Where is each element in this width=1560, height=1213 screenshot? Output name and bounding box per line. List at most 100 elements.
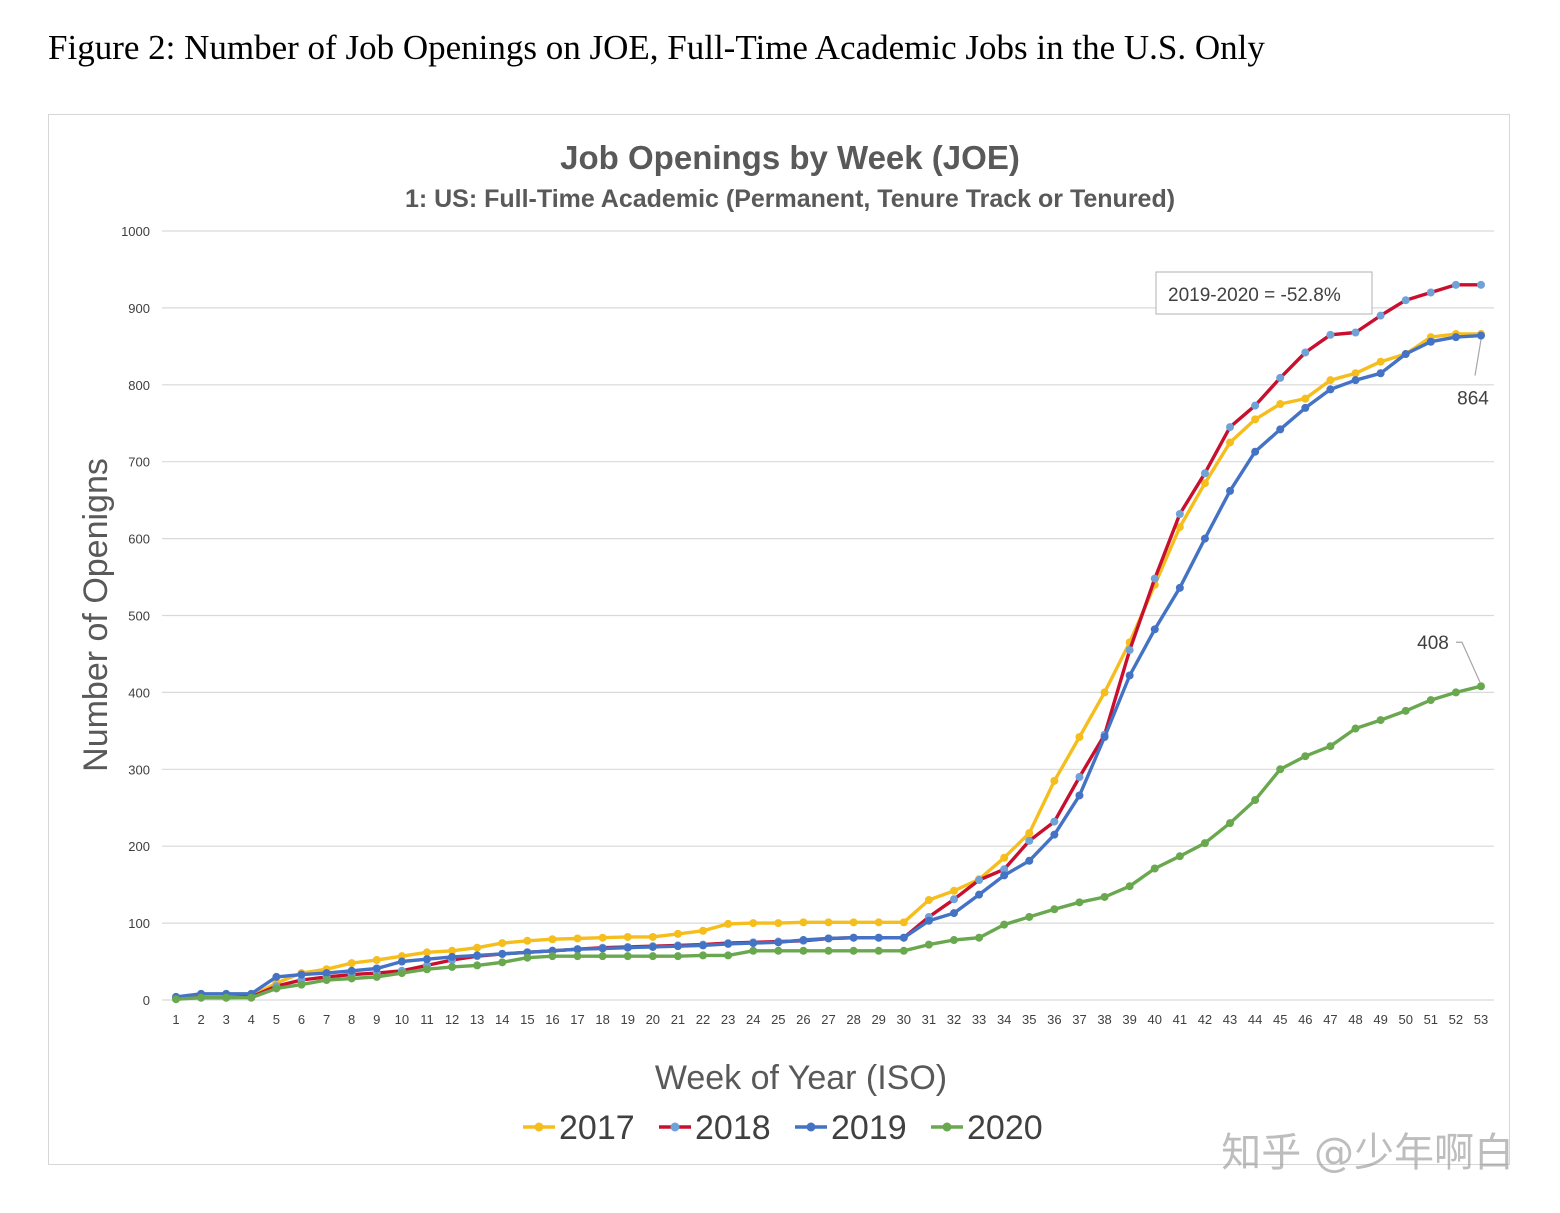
point-2019-9 <box>372 964 381 973</box>
point-2020-17 <box>573 952 582 961</box>
legend-label-2020: 2020 <box>967 1109 1043 1147</box>
point-2019-50 <box>1401 350 1410 359</box>
point-2020-47 <box>1326 742 1335 751</box>
point-2018-33 <box>975 876 984 885</box>
x-tick-35: 35 <box>1022 1012 1036 1027</box>
x-tick-31: 31 <box>922 1012 936 1027</box>
point-2020-21 <box>673 952 682 961</box>
legend-item-2017[interactable]: 2017 <box>523 1109 635 1147</box>
point-2020-7 <box>322 976 331 985</box>
x-tick-49: 49 <box>1373 1012 1387 1027</box>
point-2020-43 <box>1226 819 1235 828</box>
point-2017-44 <box>1251 415 1260 424</box>
point-2018-51 <box>1426 288 1435 297</box>
point-2017-21 <box>673 929 682 938</box>
legend-item-2019[interactable]: 2019 <box>795 1109 907 1147</box>
point-2019-6 <box>297 970 306 979</box>
point-2018-34 <box>1000 865 1009 874</box>
series-2019 <box>172 331 1485 1001</box>
x-tick-50: 50 <box>1398 1012 1412 1027</box>
point-2017-41 <box>1175 523 1184 532</box>
point-2017-43 <box>1226 438 1235 447</box>
point-2019-39 <box>1125 671 1134 680</box>
x-tick-30: 30 <box>897 1012 911 1027</box>
x-tick-52: 52 <box>1449 1012 1463 1027</box>
legend[interactable]: 2017 2018 2019 2020 <box>523 1109 1043 1147</box>
point-2020-34 <box>1000 920 1009 929</box>
point-2020-30 <box>899 946 908 955</box>
point-2019-23 <box>724 939 733 948</box>
x-tick-34: 34 <box>997 1012 1011 1027</box>
point-2019-20 <box>648 942 657 951</box>
x-axis-label: Week of Year (ISO) <box>655 1059 947 1097</box>
point-2020-31 <box>924 940 933 949</box>
point-2017-42 <box>1200 479 1209 488</box>
series-line-2018 <box>175 283 1481 1001</box>
point-2019-44 <box>1251 447 1260 456</box>
point-2019-53 <box>1477 331 1485 340</box>
point-2017-15 <box>523 936 532 945</box>
legend-item-2020[interactable]: 2020 <box>931 1109 1043 1147</box>
point-2019-7 <box>322 969 331 978</box>
annotation-2019-label: 864 <box>1457 339 1489 410</box>
y-tick-labels: 0 100 200 300 400 500 600 700 800 900 1000 <box>121 224 150 1008</box>
y-axis-label: Number of Openigns <box>77 458 115 772</box>
point-2020-23 <box>724 951 733 960</box>
point-2020-27 <box>824 946 833 955</box>
point-2017-13 <box>473 943 482 952</box>
annotation-value: 408 <box>1417 633 1449 654</box>
point-2019-48 <box>1351 376 1360 385</box>
x-tick-20: 20 <box>646 1012 660 1027</box>
point-2019-26 <box>799 936 808 945</box>
point-2020-25 <box>774 946 783 955</box>
annotation-box-frame <box>1155 271 1373 315</box>
point-2020-28 <box>849 946 858 955</box>
x-tick-13: 13 <box>470 1012 484 1027</box>
x-tick-32: 32 <box>947 1012 961 1027</box>
legend-label-2018: 2018 <box>695 1109 771 1147</box>
x-tick-23: 23 <box>721 1012 735 1027</box>
y-tick-900: 900 <box>128 301 150 316</box>
point-2017-46 <box>1301 394 1310 403</box>
point-2017-49 <box>1376 357 1385 366</box>
annotation-value: 864 <box>1457 389 1489 410</box>
point-2020-36 <box>1050 905 1059 914</box>
point-2019-11 <box>422 955 431 964</box>
point-2020-44 <box>1251 796 1260 805</box>
point-2018-48 <box>1351 328 1360 337</box>
point-2020-10 <box>397 969 406 978</box>
x-tick-15: 15 <box>520 1012 534 1027</box>
y-tick-0: 0 <box>143 993 150 1008</box>
gridlines <box>162 230 1494 1001</box>
point-2020-22 <box>699 951 708 960</box>
point-2019-45 <box>1276 425 1285 434</box>
annotation-2020-label: 408 <box>1417 633 1481 683</box>
x-tick-38: 38 <box>1097 1012 1111 1027</box>
point-2019-10 <box>397 957 406 966</box>
x-tick-10: 10 <box>395 1012 409 1027</box>
point-2018-53 <box>1477 280 1485 289</box>
point-2020-33 <box>975 933 984 942</box>
point-2018-44 <box>1251 401 1260 410</box>
y-tick-300: 300 <box>128 762 150 777</box>
point-2019-34 <box>1000 871 1009 880</box>
point-2019-30 <box>899 933 908 942</box>
point-2019-32 <box>949 909 958 918</box>
point-2019-22 <box>699 941 708 950</box>
annotation-leader <box>1474 339 1482 376</box>
x-tick-16: 16 <box>545 1012 559 1027</box>
point-2019-24 <box>749 939 758 948</box>
series-line-2017 <box>175 332 1481 1000</box>
x-tick-14: 14 <box>495 1012 509 1027</box>
point-2017-27 <box>824 918 833 927</box>
point-2019-17 <box>573 945 582 954</box>
point-2019-27 <box>824 934 833 943</box>
point-2017-20 <box>648 932 657 941</box>
point-2020-9 <box>372 972 381 981</box>
legend-item-2018[interactable]: 2018 <box>659 1109 771 1147</box>
x-tick-5: 5 <box>273 1012 280 1027</box>
y-tick-700: 700 <box>128 455 150 470</box>
point-2020-6 <box>297 980 306 989</box>
point-2018-46 <box>1301 348 1310 357</box>
point-2020-24 <box>749 946 758 955</box>
